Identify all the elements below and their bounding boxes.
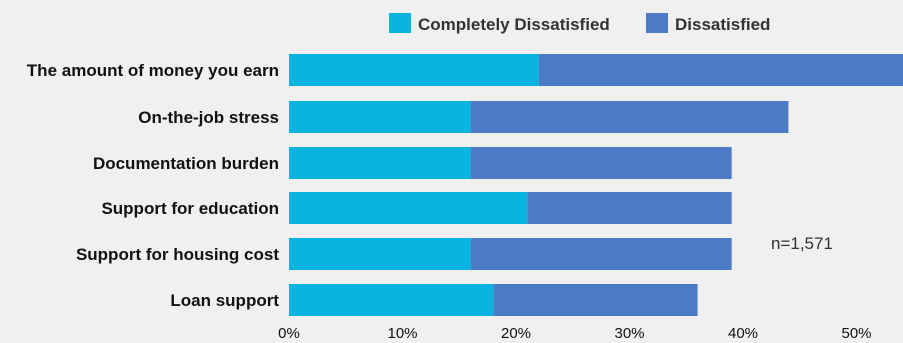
bars [289,54,903,316]
legend-swatch [646,13,668,33]
legend-swatch [389,13,411,33]
legend-label: Dissatisfied [675,15,770,34]
bar-the-amount-of-money-you-earn-dissatisfied [538,54,903,86]
bar-loan-support-completely-dissatisfied [289,284,494,316]
x-tick-label: 40% [728,325,758,342]
legend-item-completely-dissatisfied: Completely Dissatisfied [389,13,610,34]
category-label-documentation-burden: Documentation burden [93,154,279,173]
bar-support-for-housing-cost-completely-dissatisfied [289,238,471,270]
legend-label: Completely Dissatisfied [418,15,610,34]
bar-support-for-housing-cost-dissatisfied [470,238,732,270]
bar-support-for-education-completely-dissatisfied [289,192,528,224]
category-label-support-for-housing-cost: Support for housing cost [76,245,279,264]
category-label-on-the-job-stress: On-the-job stress [138,108,279,127]
x-tick-label: 30% [614,325,644,342]
bar-documentation-burden-dissatisfied [470,147,732,179]
category-label-the-amount-of-money-you-earn: The amount of money you earn [27,61,279,80]
x-tick-label: 20% [501,325,531,342]
category-labels: The amount of money you earn On-the-job s… [27,61,280,310]
bar-on-the-job-stress-dissatisfied [470,101,789,133]
bar-support-for-education-dissatisfied [527,192,732,224]
legend: Completely Dissatisfied Dissatisfied [389,13,770,34]
legend-item-dissatisfied: Dissatisfied [646,13,770,34]
x-tick-label: 0% [278,325,300,342]
category-label-loan-support: Loan support [170,291,279,310]
bar-documentation-burden-completely-dissatisfied [289,147,471,179]
bar-the-amount-of-money-you-earn-completely-dissatisfied [289,54,539,86]
x-axis: 0% 10% 20% 30% 40% 50% [278,325,871,342]
x-tick-label: 10% [387,325,417,342]
bar-on-the-job-stress-completely-dissatisfied [289,101,471,133]
sample-size-annotation: n=1,571 [771,234,833,253]
bar-loan-support-dissatisfied [493,284,698,316]
x-tick-label: 50% [841,325,871,342]
category-label-support-for-education: Support for education [101,199,279,218]
